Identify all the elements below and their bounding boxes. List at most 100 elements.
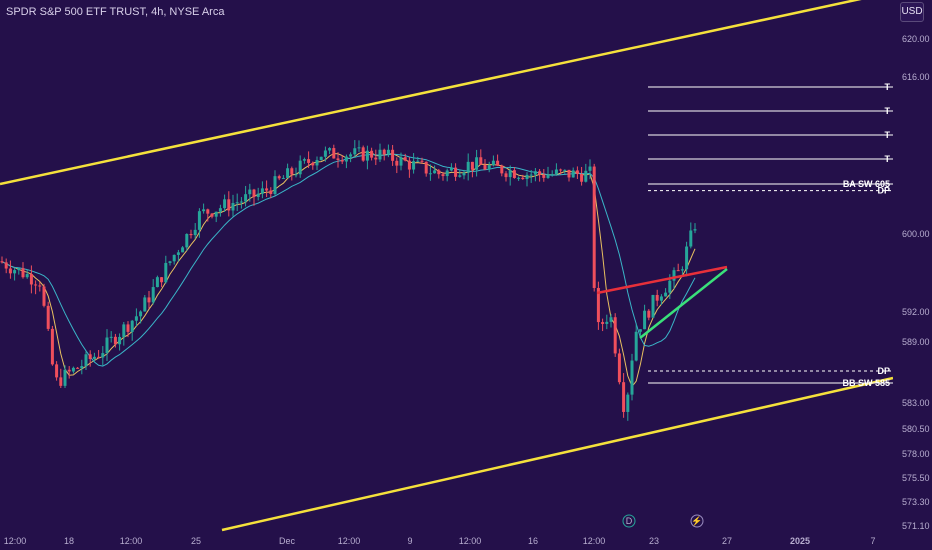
- red-trendline: [596, 265, 728, 295]
- x-tick-label: 12:00: [120, 536, 143, 546]
- candle-body: [160, 277, 164, 283]
- currency-button[interactable]: USD: [900, 2, 924, 22]
- candle-body: [542, 174, 546, 178]
- level-label: T: [885, 106, 891, 116]
- y-tick-label: 600.00: [902, 229, 930, 239]
- candle-body: [130, 320, 134, 332]
- earnings-marker: [690, 514, 704, 528]
- candle-body: [227, 199, 231, 211]
- candle-body: [638, 329, 642, 332]
- candle-body: [668, 280, 672, 293]
- candle-body: [491, 160, 495, 166]
- candle-body: [672, 270, 676, 281]
- candle-body: [189, 234, 193, 236]
- candle-body: [475, 157, 479, 170]
- candle-body: [462, 172, 466, 176]
- y-tick-label: 580.50: [902, 424, 930, 434]
- candle-body: [50, 328, 54, 365]
- candle-body: [164, 262, 168, 283]
- candle-body: [449, 167, 453, 171]
- candle-body: [525, 174, 529, 179]
- candle-body: [315, 159, 319, 166]
- candle-body: [546, 174, 550, 178]
- candle-body: [609, 317, 613, 322]
- candle-body: [332, 148, 336, 159]
- candle-body: [487, 165, 491, 170]
- candle-body: [168, 261, 172, 263]
- level-label: DP: [877, 186, 890, 196]
- candle-body: [63, 369, 67, 386]
- candle-body: [412, 161, 416, 170]
- candle-body: [441, 174, 445, 177]
- candle-body: [584, 170, 588, 182]
- candle-body: [294, 174, 298, 176]
- x-tick-label: 12:00: [338, 536, 361, 546]
- price-axis[interactable]: 620.00 616.00 600.00 592.00 589.00 583.00 580.…: [893, 0, 932, 550]
- candle-body: [265, 188, 269, 191]
- x-tick-label: 12:00: [583, 536, 606, 546]
- candle-body: [521, 177, 525, 179]
- candle-body: [118, 336, 122, 345]
- green-trendline: [639, 268, 728, 339]
- candle-body: [21, 268, 25, 278]
- candle-body: [223, 199, 227, 209]
- candle-body: [25, 274, 29, 278]
- candle-body: [386, 149, 390, 155]
- candle-body: [17, 268, 21, 271]
- candle-body: [550, 174, 554, 176]
- candle-body: [151, 287, 155, 303]
- candle-body: [365, 150, 369, 161]
- candle-body: [433, 170, 437, 174]
- candle-body: [370, 150, 374, 158]
- candle-body: [399, 157, 403, 166]
- candle-body: [601, 322, 605, 324]
- y-tick-label: 571.10: [902, 521, 930, 531]
- candle-body: [134, 316, 138, 321]
- candle-body: [382, 149, 386, 155]
- candle-body: [374, 157, 378, 160]
- marker-text: D: [626, 516, 633, 526]
- level-label: T: [885, 82, 891, 92]
- candle-body: [155, 277, 159, 288]
- channel-upper-line: [0, 0, 862, 186]
- candle-body: [55, 364, 59, 378]
- candle-body: [307, 159, 311, 163]
- candle-body: [517, 177, 521, 179]
- candle-body: [109, 336, 113, 338]
- dividend-marker: [622, 514, 636, 528]
- y-tick-label: 578.00: [902, 449, 930, 459]
- candle-body: [340, 159, 344, 162]
- candle-body: [38, 285, 42, 287]
- slow-moving-average-line: [1, 153, 696, 367]
- candle-body: [248, 189, 252, 195]
- candle-body: [277, 176, 281, 179]
- moving-averages: [1, 151, 696, 388]
- candle-body: [504, 173, 508, 178]
- candle-body: [647, 310, 651, 318]
- level-label: BB SW 585: [842, 378, 890, 388]
- candle-body: [311, 162, 315, 166]
- candle-body: [319, 156, 323, 160]
- candle-body: [529, 174, 533, 176]
- candle-body: [655, 294, 659, 301]
- candle-body: [458, 175, 462, 177]
- candle-body: [454, 167, 458, 177]
- event-markers: D ⚡: [622, 514, 704, 528]
- channel-lines: [0, 0, 894, 532]
- candle-body: [181, 247, 185, 253]
- candle-body: [357, 147, 361, 149]
- candle-body: [378, 149, 382, 160]
- candle-body: [97, 356, 101, 358]
- candle-body: [689, 230, 693, 247]
- y-tick-label: 620.00: [902, 34, 930, 44]
- time-axis[interactable]: 12:00 18 12:00 25 Dec 12:00 9 12:00 16 12:00 23 27 2…: [4, 536, 876, 546]
- candle-body: [239, 201, 243, 203]
- candle-body: [143, 297, 147, 312]
- candle-body: [575, 170, 579, 175]
- candle-body: [500, 165, 504, 174]
- x-tick-label: Dec: [279, 536, 296, 546]
- candle-body: [407, 160, 411, 170]
- candle-body: [479, 157, 483, 165]
- candle-body: [29, 274, 33, 285]
